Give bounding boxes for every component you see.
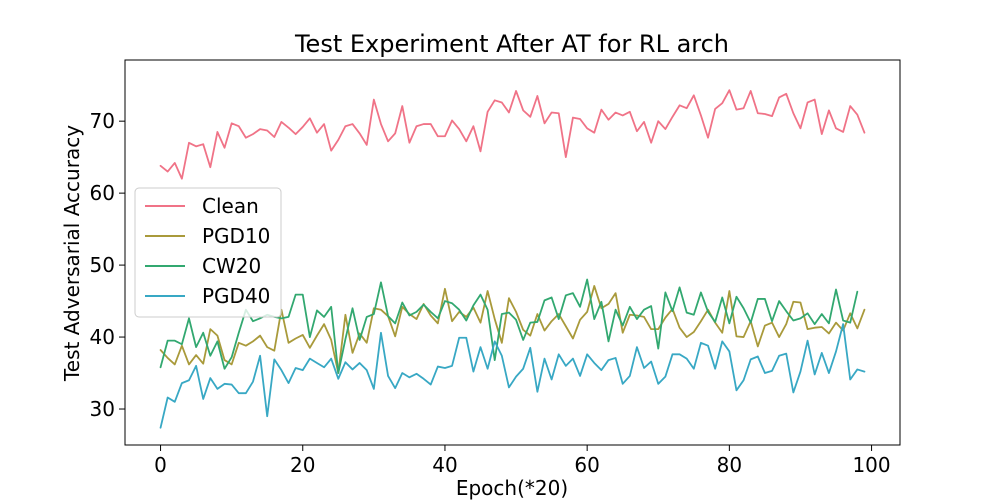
plot-frame [124,59,901,446]
series-line-pgd10 [159,285,866,374]
legend-box [134,187,282,318]
y-tick-label: 50 [90,253,115,277]
x-tick-label: 60 [574,453,599,477]
legend-label: CW20 [202,254,261,278]
x-axis-ticks: 0 20 40 60 80 100 [154,445,891,477]
chart-title: Test Experiment After AT for RL arch [294,30,729,58]
y-tick-label: 30 [90,397,115,421]
legend-label: PGD10 [202,224,270,248]
series-line-pgd40 [159,323,866,429]
legend-label: Clean [202,194,259,218]
y-tick-label: 70 [90,109,115,133]
x-tick-label: 80 [717,453,742,477]
y-tick-label: 60 [90,181,115,205]
legend: Clean PGD10 CW20 PGD40 [134,187,282,318]
y-tick-label: 40 [90,325,115,349]
x-tick-label: 20 [290,453,315,477]
legend-label: PGD40 [202,284,270,308]
y-axis-ticks: 30 40 50 60 70 [90,109,125,421]
x-axis-label: Epoch(*20) [456,476,568,500]
y-axis-label: Test Adversarial Accuracy [60,125,84,382]
x-tick-label: 0 [154,453,167,477]
x-tick-label: 40 [432,453,457,477]
series-line-clean [159,89,866,180]
x-tick-label: 100 [852,453,890,477]
